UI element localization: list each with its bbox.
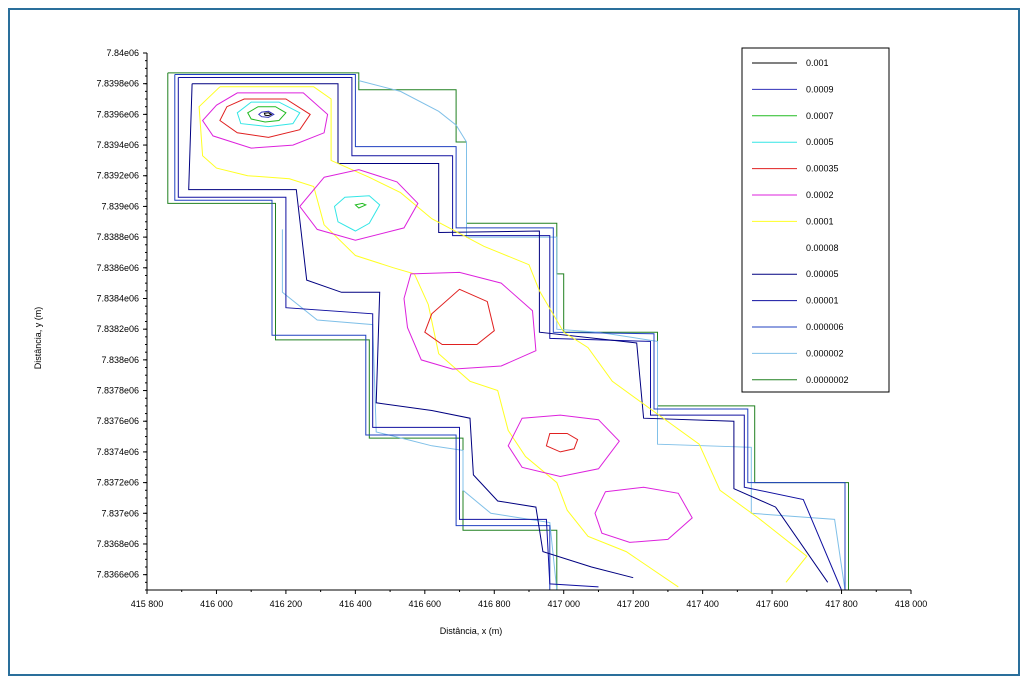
axes: 415 800 416 000 416 200 416 400 416 600 416 8… xyxy=(96,48,927,609)
x-axis-label: Distância, x (m) xyxy=(440,626,503,636)
y-tick-label: 7.8386e06 xyxy=(96,263,139,273)
contour-line-0_0002-12 xyxy=(201,92,329,149)
y-tick-label: 7.84e06 xyxy=(106,48,139,58)
contour-line-0_0002-14 xyxy=(403,271,537,370)
y-tick-label: 7.8388e06 xyxy=(96,232,139,242)
contour-line-0_00005-8 xyxy=(192,83,829,583)
y-tick-label: 7.8392e06 xyxy=(96,171,139,181)
contour-line-0_000002-3 xyxy=(281,229,558,591)
contour-line-0_00005-9 xyxy=(188,83,634,579)
legend-label: 0.001 xyxy=(806,58,829,68)
legend-label: 0.000002 xyxy=(806,348,844,358)
y-tick-label: 7.8396e06 xyxy=(96,109,139,119)
legend-label: 0.0009 xyxy=(806,84,834,94)
x-tick-label: 417 600 xyxy=(756,599,789,609)
contour-line-0_001-25 xyxy=(263,112,273,117)
contour-line-0_00035-19 xyxy=(545,433,579,453)
contour-line-0_0002-15 xyxy=(507,414,620,478)
x-tick-label: 416 600 xyxy=(409,599,442,609)
legend-label: 0.0007 xyxy=(806,111,834,121)
contour-lines xyxy=(167,72,849,591)
legend-label: 0.0005 xyxy=(806,137,834,147)
contour-chart: 415 800 416 000 416 200 416 400 416 600 416 8… xyxy=(33,47,927,636)
x-tick-label: 416 800 xyxy=(478,599,511,609)
y-tick-label: 7.8382e06 xyxy=(96,324,139,334)
x-tick-label: 417 800 xyxy=(825,599,858,609)
y-tick-label: 7.8376e06 xyxy=(96,416,139,426)
y-tick-label: 7.839e06 xyxy=(101,201,139,211)
contour-line-0_00035-17 xyxy=(219,98,311,138)
x-tick-label: 416 200 xyxy=(270,599,303,609)
x-tick-label: 417 400 xyxy=(686,599,719,609)
y-tick-label: 7.8394e06 xyxy=(96,140,139,150)
contour-line-0_0000002-1 xyxy=(167,72,558,590)
legend-label: 0.00035 xyxy=(806,164,839,174)
legend: 0.001 0.0009 0.0007 0.0005 0.00035 0.0002 0.00… xyxy=(741,47,890,393)
y-tick-label: 7.8384e06 xyxy=(96,293,139,303)
x-tick-label: 417 000 xyxy=(547,599,580,609)
y-tick-label: 7.8398e06 xyxy=(96,79,139,89)
y-tick-label: 7.8374e06 xyxy=(96,447,139,457)
x-tick-label: 416 000 xyxy=(200,599,233,609)
legend-label: 0.0002 xyxy=(806,190,834,200)
contour-line-0_00035-18 xyxy=(424,288,495,345)
legend-label: 0.00008 xyxy=(806,243,839,253)
y-tick-label: 7.838e06 xyxy=(101,355,139,365)
x-tick-label: 417 200 xyxy=(617,599,650,609)
chart-window: 415 800 416 000 416 200 416 400 416 600 416 8… xyxy=(8,8,1020,676)
legend-box xyxy=(741,47,890,393)
contour-line-0_000002-2 xyxy=(358,80,846,591)
legend-label: 0.00005 xyxy=(806,269,839,279)
contour-line-0_0009-24 xyxy=(258,110,275,118)
contour-line-0_0002-16 xyxy=(594,486,693,543)
contour-line-0_0007-22 xyxy=(247,106,287,123)
legend-label: 0.00001 xyxy=(806,296,839,306)
x-tick-label: 416 400 xyxy=(339,599,372,609)
contour-line-0_00001-6 xyxy=(178,77,842,591)
contour-line-0_0005-20 xyxy=(236,101,301,128)
contour-line-0_0007-23 xyxy=(354,202,368,209)
y-tick-label: 7.8368e06 xyxy=(96,539,139,549)
x-tick-label: 418 000 xyxy=(895,599,928,609)
contour-line-0_000006-4 xyxy=(174,74,846,590)
x-tick-label: 415 800 xyxy=(131,599,164,609)
y-tick-label: 7.8378e06 xyxy=(96,386,139,396)
contour-line-0_00001-7 xyxy=(177,77,599,588)
y-axis-label: Distância, y (m) xyxy=(33,307,43,370)
contour-line-0_0001-11 xyxy=(198,86,679,588)
contour-line-0_0001-10 xyxy=(219,86,808,583)
y-tick-label: 7.8372e06 xyxy=(96,478,139,488)
y-tick-label: 7.837e06 xyxy=(101,508,139,518)
contour-line-0_0005-21 xyxy=(333,195,381,232)
y-tick-label: 7.8366e06 xyxy=(96,570,139,580)
legend-label: 0.0001 xyxy=(806,216,834,226)
legend-label: 0.0000002 xyxy=(806,375,849,385)
legend-label: 0.000006 xyxy=(806,322,844,332)
contour-line-0_000006-5 xyxy=(174,74,551,590)
contour-line-0_0002-13 xyxy=(299,169,419,241)
